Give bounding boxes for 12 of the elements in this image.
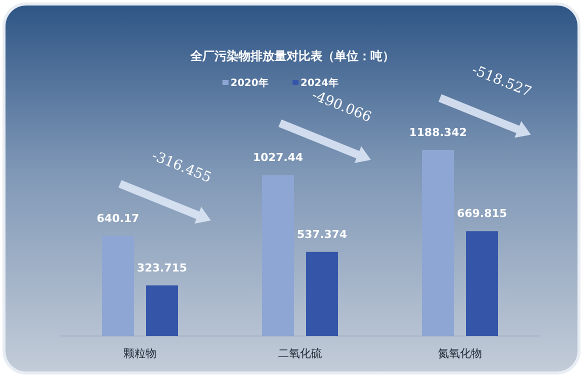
chart-title: 全厂污染物排放量对比表（单位：吨） [190, 49, 394, 63]
x-tick-label: 颗粒物 [124, 347, 156, 360]
data-label: 669.815 [456, 207, 508, 220]
legend-label: 2024年 [300, 77, 338, 89]
data-label: 640.17 [96, 212, 140, 225]
x-tick-label: 二氧化硫 [278, 347, 322, 360]
data-label: 537.374 [296, 228, 348, 241]
data-label: 1027.44 [252, 151, 304, 164]
data-label: 1188.342 [409, 126, 467, 139]
data-label: 323.715 [136, 261, 188, 274]
x-tick-label: 氮氧化物 [438, 347, 482, 360]
legend-label: 2020年 [230, 77, 268, 89]
